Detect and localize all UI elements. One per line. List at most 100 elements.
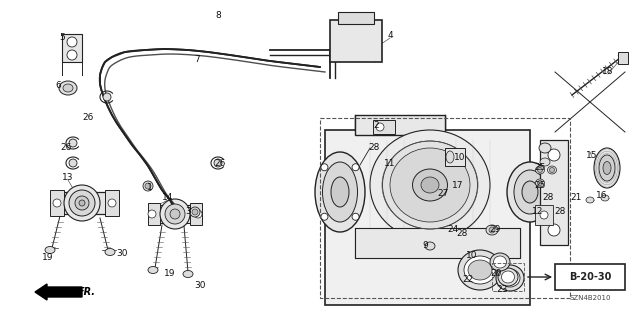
Ellipse shape: [425, 242, 435, 250]
Text: 6: 6: [55, 80, 61, 90]
Ellipse shape: [63, 84, 73, 92]
Ellipse shape: [586, 197, 594, 203]
Ellipse shape: [383, 141, 477, 229]
Ellipse shape: [148, 266, 158, 273]
Text: 10: 10: [467, 251, 477, 261]
Circle shape: [548, 224, 560, 236]
Ellipse shape: [496, 265, 524, 291]
Ellipse shape: [160, 199, 190, 229]
Circle shape: [538, 167, 543, 173]
Circle shape: [540, 211, 548, 219]
Ellipse shape: [170, 209, 180, 219]
Ellipse shape: [536, 166, 545, 174]
Text: 13: 13: [62, 174, 74, 182]
Ellipse shape: [190, 207, 200, 217]
Circle shape: [548, 149, 560, 161]
Text: 3: 3: [185, 207, 191, 217]
Circle shape: [103, 93, 111, 101]
Text: 4: 4: [387, 32, 393, 41]
Bar: [535, 205, 553, 225]
Circle shape: [194, 210, 202, 218]
Bar: [445, 148, 465, 166]
Text: 22: 22: [462, 276, 474, 285]
Ellipse shape: [446, 151, 454, 163]
Ellipse shape: [59, 81, 77, 95]
Text: 26: 26: [83, 114, 93, 122]
Text: B-20-30: B-20-30: [569, 272, 611, 282]
Ellipse shape: [500, 269, 520, 287]
Circle shape: [214, 159, 222, 167]
Ellipse shape: [502, 271, 515, 283]
Ellipse shape: [143, 181, 153, 191]
Ellipse shape: [493, 256, 506, 268]
Bar: [373, 120, 395, 134]
Text: SZN4B2010: SZN4B2010: [569, 295, 611, 301]
Ellipse shape: [421, 177, 439, 193]
Text: 21: 21: [570, 194, 582, 203]
Ellipse shape: [540, 158, 550, 166]
Text: 17: 17: [452, 182, 464, 190]
Circle shape: [67, 37, 77, 47]
Bar: [355, 115, 445, 135]
Circle shape: [352, 213, 359, 220]
Text: 24: 24: [447, 226, 459, 234]
Text: 2: 2: [373, 121, 379, 130]
Ellipse shape: [69, 190, 95, 216]
Text: 12: 12: [532, 207, 544, 217]
Bar: [148, 203, 160, 225]
Bar: [62, 34, 82, 62]
Circle shape: [69, 159, 77, 167]
Ellipse shape: [536, 179, 545, 187]
Ellipse shape: [507, 162, 553, 222]
Text: 27: 27: [437, 189, 449, 198]
Text: 14: 14: [163, 194, 173, 203]
Ellipse shape: [486, 225, 498, 235]
Circle shape: [489, 227, 495, 233]
Bar: [555, 264, 625, 290]
Bar: [105, 190, 119, 216]
Text: 7: 7: [194, 56, 200, 64]
Text: 9: 9: [422, 241, 428, 250]
Ellipse shape: [498, 268, 518, 286]
Text: 28: 28: [554, 207, 566, 217]
Text: 26: 26: [60, 144, 72, 152]
Bar: [492, 263, 524, 291]
Text: 25: 25: [534, 181, 546, 189]
Bar: [152, 205, 200, 223]
Ellipse shape: [514, 170, 546, 214]
Ellipse shape: [468, 260, 492, 280]
Bar: [355, 228, 520, 258]
Text: 8: 8: [215, 11, 221, 20]
Circle shape: [53, 199, 61, 207]
Ellipse shape: [79, 200, 85, 206]
Circle shape: [69, 139, 77, 147]
Text: 28: 28: [542, 194, 554, 203]
Text: 19: 19: [164, 270, 176, 278]
Text: 28: 28: [456, 229, 468, 239]
Ellipse shape: [539, 143, 551, 153]
Ellipse shape: [45, 247, 55, 254]
Bar: [55, 192, 113, 214]
Ellipse shape: [390, 148, 470, 222]
Bar: [540, 140, 568, 245]
Ellipse shape: [75, 196, 89, 210]
Text: FR.: FR.: [78, 287, 96, 297]
Ellipse shape: [413, 169, 447, 201]
Ellipse shape: [331, 177, 349, 207]
Text: 11: 11: [384, 160, 396, 168]
Text: 18: 18: [602, 68, 614, 77]
Ellipse shape: [603, 161, 611, 174]
Text: 29: 29: [490, 226, 500, 234]
Ellipse shape: [594, 148, 620, 188]
Circle shape: [145, 183, 151, 189]
Ellipse shape: [458, 250, 502, 290]
Bar: [618, 52, 628, 64]
Ellipse shape: [315, 152, 365, 232]
Ellipse shape: [522, 181, 538, 203]
Text: 10: 10: [454, 152, 466, 161]
Circle shape: [321, 164, 328, 171]
Text: 23: 23: [496, 286, 508, 294]
Circle shape: [376, 123, 384, 131]
Text: 5: 5: [59, 33, 65, 42]
Ellipse shape: [370, 130, 490, 240]
